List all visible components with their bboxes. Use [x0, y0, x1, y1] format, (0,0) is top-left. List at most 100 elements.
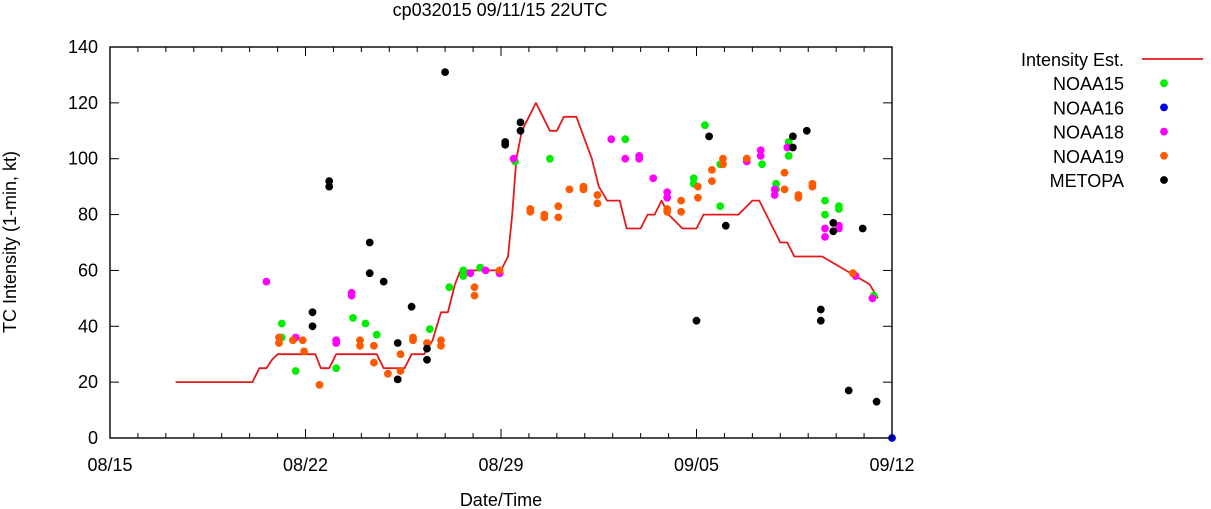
- point-metopa: [365, 269, 374, 278]
- point-noaa19: [780, 185, 789, 194]
- point-noaa15: [621, 135, 630, 144]
- point-noaa18: [332, 339, 341, 347]
- point-metopa: [308, 322, 317, 331]
- point-metopa: [816, 316, 825, 325]
- point-noaa18: [770, 185, 779, 194]
- point-noaa19: [437, 341, 445, 350]
- point-noaa15: [361, 319, 370, 328]
- point-metopa: [829, 219, 838, 227]
- y-tick-label: 120: [68, 93, 98, 113]
- point-noaa19: [437, 336, 445, 345]
- point-noaa19: [694, 193, 702, 202]
- point-noaa19: [780, 168, 789, 177]
- point-noaa15: [349, 314, 357, 322]
- point-noaa19: [495, 266, 504, 275]
- y-tick-label: 0: [88, 428, 98, 448]
- point-noaa18: [262, 277, 271, 286]
- point-noaa18: [347, 291, 356, 300]
- point-noaa15: [784, 152, 793, 160]
- point-metopa: [501, 140, 510, 149]
- point-noaa15: [332, 364, 341, 373]
- point-noaa15: [821, 210, 829, 219]
- point-metopa: [423, 344, 431, 353]
- point-noaa19: [663, 207, 672, 216]
- point-noaa18: [621, 154, 630, 163]
- y-tick-label: 100: [68, 149, 98, 169]
- point-noaa18: [756, 152, 765, 160]
- point-noaa15: [821, 196, 829, 205]
- point-noaa15: [689, 174, 698, 183]
- point-noaa19: [677, 196, 685, 205]
- chart-title: cp032015 09/11/15 22UTC: [393, 0, 608, 20]
- point-metopa: [705, 132, 713, 141]
- point-noaa19: [315, 381, 324, 389]
- point-noaa19: [554, 202, 563, 211]
- point-noaa19: [409, 336, 417, 345]
- point-noaa19: [275, 339, 283, 347]
- point-noaa19: [554, 213, 563, 222]
- point-noaa19: [694, 182, 702, 191]
- point-metopa: [844, 386, 853, 395]
- plot-frame: [109, 46, 893, 439]
- axis-ticks: 0 20 40 60 80 100 120 140 08/15 08/22 08/29 09/05 09…: [68, 37, 915, 475]
- legend: Intensity Est. NOAA15 NOAA16 NOAA18 NOAA19 ME…: [1021, 50, 1203, 191]
- point-noaa19: [470, 283, 479, 292]
- legend-label-metopa: METOPA: [1050, 171, 1124, 191]
- legend-label-noaa16: NOAA16: [1053, 98, 1124, 118]
- series-line-intensity-est: [175, 102, 879, 384]
- point-noaa19: [708, 177, 716, 186]
- point-noaa18: [663, 188, 672, 197]
- y-tick-label: 20: [78, 372, 98, 392]
- legend-label-intensity-est: Intensity Est.: [1021, 50, 1124, 70]
- point-noaa19: [396, 350, 405, 359]
- legend-symbol-noaa18: [1160, 127, 1168, 136]
- point-noaa15: [546, 154, 554, 163]
- point-metopa: [872, 397, 881, 406]
- legend-symbol-noaa15: [1160, 79, 1168, 88]
- point-metopa: [516, 126, 525, 135]
- point-noaa19: [794, 193, 803, 202]
- point-noaa19: [719, 154, 727, 163]
- point-noaa18: [770, 191, 779, 199]
- point-metopa: [407, 302, 416, 311]
- point-metopa: [393, 339, 402, 347]
- point-noaa19: [742, 154, 751, 163]
- point-noaa18: [635, 154, 644, 163]
- point-metopa: [516, 118, 525, 127]
- y-tick-label: 40: [78, 316, 98, 336]
- point-noaa15: [291, 367, 300, 375]
- point-noaa15: [372, 330, 381, 339]
- y-tick-label: 60: [78, 260, 98, 280]
- series-layer: [175, 68, 896, 442]
- point-noaa19: [593, 191, 602, 199]
- x-tick-label: 08/22: [283, 455, 328, 475]
- point-noaa19: [356, 336, 364, 345]
- legend-label-noaa19: NOAA19: [1053, 147, 1124, 167]
- point-noaa18: [649, 174, 658, 183]
- point-noaa18: [466, 269, 475, 278]
- x-axis-label: Date/Time: [460, 490, 542, 509]
- point-noaa19: [289, 336, 297, 345]
- point-metopa: [423, 355, 431, 364]
- point-noaa15: [459, 266, 468, 275]
- point-noaa19: [275, 333, 283, 342]
- point-metopa: [789, 143, 797, 152]
- x-tick-label: 08/15: [87, 455, 132, 475]
- point-noaa19: [849, 269, 857, 278]
- point-noaa19: [370, 358, 378, 367]
- point-noaa15: [445, 283, 454, 292]
- point-metopa: [816, 305, 825, 314]
- point-noaa19: [540, 213, 549, 222]
- point-noaa19: [300, 347, 308, 356]
- point-noaa19: [808, 182, 817, 191]
- legend-symbol-noaa16: [1160, 103, 1168, 112]
- point-metopa: [721, 221, 730, 230]
- point-noaa18: [821, 224, 829, 233]
- legend-symbol-metopa: [1160, 176, 1168, 184]
- x-tick-label: 09/12: [869, 455, 914, 475]
- point-metopa: [441, 68, 449, 76]
- point-noaa18: [509, 154, 518, 163]
- point-metopa: [789, 132, 797, 141]
- point-noaa19: [579, 185, 588, 194]
